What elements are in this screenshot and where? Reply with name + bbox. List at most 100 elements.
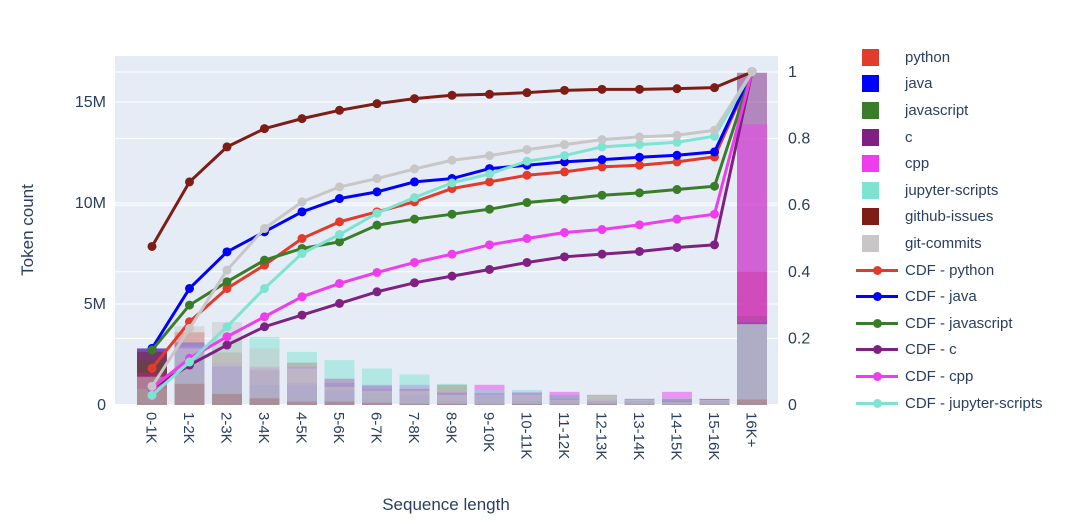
legend-marker: [856, 75, 900, 93]
marker-CDF - jupyter-scripts-12-13K: [597, 142, 607, 152]
legend-label: c: [905, 128, 913, 146]
x-axis-tick-8-9K: 8-9K: [443, 412, 460, 444]
legend-item-python[interactable]: python: [856, 44, 1043, 71]
marker-CDF - github-issues-2-3K: [222, 142, 232, 152]
legend-marker: [856, 265, 900, 275]
marker-CDF - python-10-11K: [522, 170, 532, 180]
marker-CDF - jupyter-scripts-9-10K: [485, 169, 494, 179]
legend-item-CDF - jupyter-scripts[interactable]: CDF - jupyter-scripts: [856, 390, 1043, 417]
python-swatch-icon: [862, 48, 879, 66]
marker-CDF - java-1-2K: [185, 283, 194, 293]
x-axis-tick-5-6K: 5-6K: [330, 412, 347, 444]
CDF - cpp-line-icon: [856, 371, 898, 381]
marker-CDF - javascript-15-16K: [710, 181, 719, 191]
right-axis-tick: 1: [788, 64, 797, 81]
x-axis-tick-13-14K: 13-14K: [630, 412, 647, 460]
marker-CDF - cpp-10-11K: [522, 234, 532, 243]
marker-CDF - github-issues-12-13K: [597, 84, 607, 94]
legend-item-jupyter-scripts[interactable]: jupyter-scripts: [856, 177, 1043, 204]
marker-CDF - c-14-15K: [672, 242, 682, 252]
marker-CDF - c-13-14K: [635, 246, 644, 256]
marker-CDF - github-issues-6-7K: [372, 99, 382, 109]
CDF - c-line-icon: [856, 345, 898, 355]
jupyter-scripts-swatch-icon: [862, 181, 879, 199]
legend-marker: [856, 48, 900, 66]
legend-item-CDF - java[interactable]: CDF - java: [856, 283, 1043, 310]
bar-git-commits-8-9K: [437, 394, 467, 405]
marker-CDF - c-4-5K: [297, 310, 307, 320]
marker-CDF - python-11-12K: [560, 167, 569, 177]
marker-CDF - git-commits-0-1K: [147, 381, 157, 391]
legend-item-javascript[interactable]: javascript: [856, 97, 1043, 124]
marker-CDF - cpp-2-3K: [222, 332, 232, 342]
x-axis-tick-14-15K: 14-15K: [668, 412, 685, 460]
marker-CDF - github-issues-0-1K: [147, 241, 157, 251]
marker-CDF - java-13-14K: [635, 152, 644, 162]
bar-git-commits-7-8K: [399, 390, 430, 405]
left-axis-tick: 10M: [75, 195, 106, 212]
x-axis-tick-3-4K: 3-4K: [255, 412, 272, 444]
marker-CDF - javascript-12-13K: [597, 190, 607, 200]
marker-CDF - javascript-11-12K: [560, 194, 569, 204]
marker-CDF - github-issues-11-12K: [560, 85, 569, 95]
marker-CDF - java-11-12K: [560, 157, 569, 167]
x-axis-title: Sequence length: [382, 495, 510, 514]
marker-CDF - c-12-13K: [597, 249, 607, 259]
x-axis-tick-2-3K: 2-3K: [218, 412, 235, 444]
marker-CDF - python-14-15K: [672, 157, 682, 167]
marker-CDF - c-9-10K: [485, 264, 494, 274]
marker-CDF - python-12-13K: [597, 162, 607, 172]
legend-item-CDF - javascript[interactable]: CDF - javascript: [856, 310, 1043, 337]
marker-CDF - git-commits-11-12K: [560, 140, 569, 150]
right-axis-tick: 0.2: [788, 330, 810, 347]
legend-item-c[interactable]: c: [856, 124, 1043, 151]
marker-CDF - jupyter-scripts-13-14K: [635, 140, 644, 150]
marker-CDF - cpp-9-10K: [485, 240, 494, 250]
bar-git-commits-11-12K: [549, 399, 580, 405]
marker-CDF - jupyter-scripts-6-7K: [372, 208, 382, 218]
marker-CDF - github-issues-8-9K: [447, 90, 457, 100]
marker-CDF - java-2-3K: [222, 247, 232, 257]
marker-CDF - git-commits-2-3K: [222, 265, 232, 275]
legend-item-CDF - cpp[interactable]: CDF - cpp: [856, 363, 1043, 390]
left-axis-tick: 0: [97, 397, 106, 414]
legend-item-CDF - c[interactable]: CDF - c: [856, 337, 1043, 364]
marker-CDF - jupyter-scripts-0-1K: [147, 390, 157, 400]
x-axis-tick-10-11K: 10-11K: [518, 412, 535, 459]
y-axis-title: Token count: [18, 184, 37, 276]
marker-CDF - cpp-14-15K: [672, 214, 682, 224]
marker-CDF - git-commits-12-13K: [597, 135, 607, 145]
marker-CDF - jupyter-scripts-14-15K: [672, 137, 682, 147]
marker-CDF - cpp-12-13K: [597, 225, 607, 235]
marker-CDF - cpp-13-14K: [635, 220, 644, 230]
marker-CDF - javascript-6-7K: [372, 220, 382, 230]
x-axis-tick-4-5K: 4-5K: [293, 412, 310, 444]
marker-CDF - jupyter-scripts-11-12K: [560, 151, 569, 161]
marker-CDF - jupyter-scripts-4-5K: [297, 248, 307, 258]
marker-CDF - c-10-11K: [522, 257, 532, 267]
legend-item-github-issues[interactable]: github-issues: [856, 204, 1043, 231]
legend-label: javascript: [905, 101, 969, 119]
legend-item-CDF - python[interactable]: CDF - python: [856, 257, 1043, 284]
legend-label: python: [905, 48, 951, 66]
marker-CDF - javascript-1-2K: [185, 300, 194, 310]
marker-CDF - cpp-3-4K: [260, 312, 269, 322]
marker-CDF - cpp-4-5K: [297, 292, 307, 302]
marker-CDF - git-commits-1-2K: [185, 323, 194, 333]
marker-CDF - git-commits-8-9K: [447, 155, 457, 165]
marker-CDF - cpp-7-8K: [410, 257, 419, 267]
marker-CDF - c-3-4K: [260, 322, 269, 332]
c-swatch-icon: [862, 128, 879, 146]
marker-CDF - javascript-10-11K: [522, 198, 532, 208]
marker-CDF - git-commits-13-14K: [635, 132, 644, 142]
legend-item-cpp[interactable]: cpp: [856, 150, 1043, 177]
java-swatch-icon: [862, 75, 879, 93]
legend-label: github-issues: [905, 208, 994, 226]
right-axis-tick: 0: [788, 397, 797, 414]
legend-item-java[interactable]: java: [856, 71, 1043, 98]
legend-item-git-commits[interactable]: git-commits: [856, 230, 1043, 257]
x-axis-tick-6-7K: 6-7K: [368, 412, 385, 444]
marker-CDF - java-4-5K: [297, 207, 307, 217]
